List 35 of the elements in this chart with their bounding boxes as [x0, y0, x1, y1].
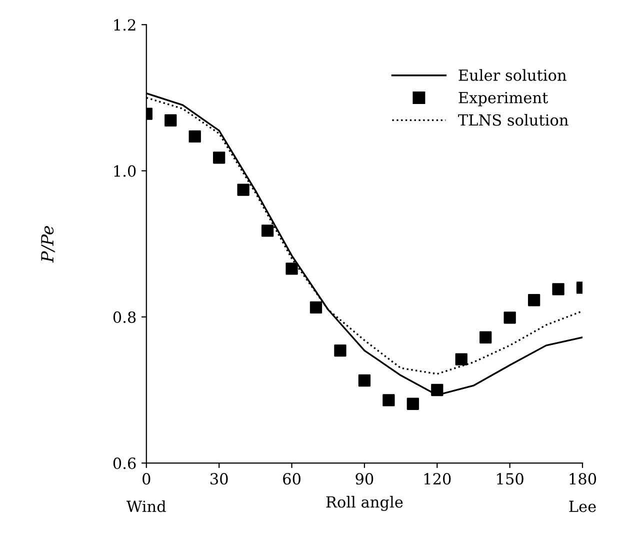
x-tick-label: 90	[356, 473, 374, 485]
point	[261, 224, 274, 237]
y-tick-label: 0.8	[113, 311, 136, 323]
x-tick-label: 0	[142, 473, 150, 485]
point	[188, 130, 201, 143]
x-axis-title: Roll angle	[326, 496, 403, 511]
y-tick-label: 1.2	[114, 19, 136, 31]
point	[406, 398, 419, 410]
y-tick-label: 1.0	[114, 165, 136, 177]
x-tick-label: 120	[424, 473, 451, 485]
point	[480, 331, 492, 344]
x-tick-label: 60	[283, 473, 300, 485]
x-tick-label: 180	[570, 473, 596, 485]
x-tick-label: 30	[210, 473, 228, 485]
legend-label: Euler solution	[458, 69, 566, 81]
legend-label: TLNS solution	[458, 114, 568, 126]
text: Wind	[126, 500, 166, 512]
y-axis-title: P/Pe	[41, 226, 55, 263]
point	[455, 353, 468, 366]
point	[310, 301, 322, 314]
point	[164, 114, 177, 126]
point	[382, 394, 395, 406]
point	[528, 294, 540, 306]
y-tick-label: 0.6	[113, 458, 136, 470]
point	[286, 262, 298, 275]
x-tick-label: 150	[497, 473, 524, 485]
legend-label: Experiment	[458, 92, 548, 106]
point	[431, 384, 444, 396]
point	[358, 374, 371, 387]
point	[334, 344, 346, 357]
point	[213, 152, 226, 164]
point	[552, 283, 564, 296]
text: Lee	[569, 500, 596, 512]
point	[237, 184, 250, 196]
point	[504, 312, 516, 324]
